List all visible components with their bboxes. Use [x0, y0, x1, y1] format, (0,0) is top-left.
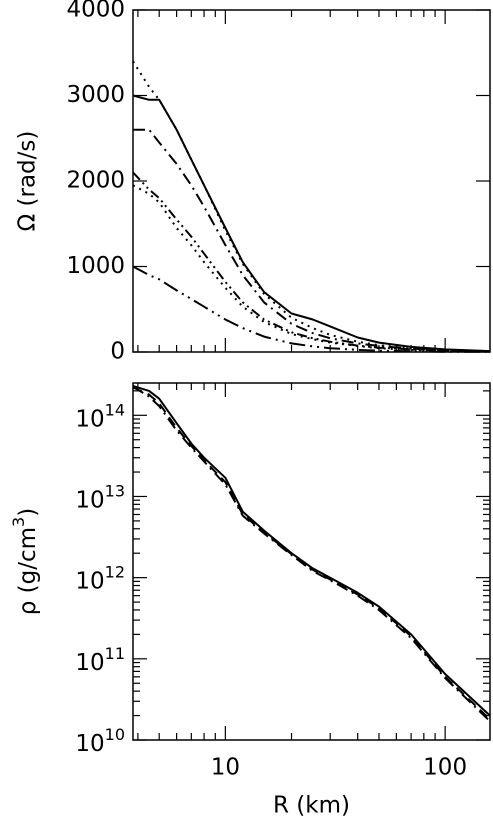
- y-tick-label: 0: [110, 339, 125, 365]
- y-tick-label: 1014: [75, 400, 125, 432]
- x-axis-label: R (km): [273, 793, 350, 819]
- y-tick-label: 2000: [66, 168, 125, 194]
- y-tick-label: 1012: [75, 562, 125, 594]
- curve: [132, 60, 491, 353]
- y-tick-label: 4000: [66, 0, 125, 23]
- curve: [132, 94, 491, 353]
- panel: 0 1000 2000 3000 4000 Ω (rad/s): [15, 0, 491, 365]
- curve: [133, 128, 491, 353]
- curve: [132, 384, 491, 717]
- x-tick-label: 10: [211, 755, 240, 781]
- y-tick-label: 1011: [75, 643, 125, 675]
- y-tick-label: 1013: [75, 481, 125, 513]
- y-tick-label: 3000: [66, 82, 125, 108]
- y-axis-label: Ω (rad/s): [15, 131, 41, 232]
- curve: [132, 385, 491, 723]
- y-axis-label: ρ (g/cm3): [9, 508, 41, 615]
- y-tick-label: 1010: [75, 725, 125, 757]
- x-tick-label: 100: [423, 755, 467, 781]
- panel: 10 100 1010 1011 1012 1013 1014 ρ (g/cm3) R (km): [9, 382, 491, 819]
- plot-frame: [132, 382, 491, 741]
- plot-frame: [132, 9, 491, 353]
- curve: [132, 184, 491, 353]
- curve: [132, 265, 491, 353]
- y-tick-label: 1000: [66, 253, 125, 279]
- curve: [132, 171, 491, 353]
